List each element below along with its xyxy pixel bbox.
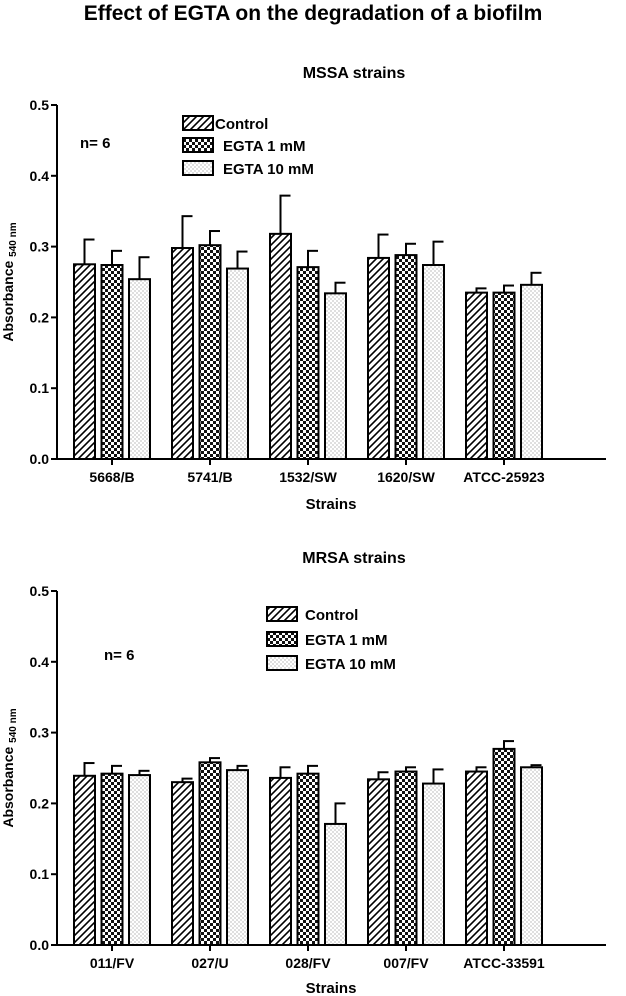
sample-size-annotation: n= 6 bbox=[104, 647, 134, 664]
legend-label: Control bbox=[305, 607, 358, 624]
y-tick-label: 0.2 bbox=[30, 309, 50, 325]
y-tick-label: 0.4 bbox=[30, 168, 50, 184]
bar bbox=[269, 776, 292, 946]
x-tick-label: 5741/B bbox=[187, 469, 232, 485]
y-tick-label: 0.0 bbox=[30, 937, 50, 953]
y-tick-label: 0.3 bbox=[30, 239, 50, 255]
y-tick-label: 0.2 bbox=[30, 795, 50, 811]
x-tick-label: ATCC-25923 bbox=[463, 469, 545, 485]
y-tick-label: 0.0 bbox=[30, 451, 50, 467]
y-tick-label: 0.3 bbox=[30, 725, 50, 741]
y-tick-label: 0.1 bbox=[30, 866, 50, 882]
bar bbox=[226, 267, 249, 460]
bar bbox=[226, 769, 249, 946]
x-tick-label: 028/FV bbox=[285, 955, 331, 971]
legend-label: Control bbox=[215, 116, 268, 133]
bar bbox=[128, 278, 151, 460]
legend: Control EGTA 1 mM EGTA 10 mM bbox=[182, 115, 314, 178]
x-tick-label: 011/FV bbox=[90, 955, 135, 971]
bar bbox=[422, 782, 445, 946]
chart-title: MSSA strains bbox=[303, 65, 406, 82]
x-tick-label: 1620/SW bbox=[377, 469, 435, 485]
bar bbox=[198, 761, 222, 946]
bar bbox=[520, 766, 543, 946]
x-tick-label: ATCC-33591 bbox=[463, 955, 545, 971]
y-tick-label: 0.5 bbox=[30, 583, 50, 599]
y-axis-title: Absorbance 540 nm bbox=[0, 708, 19, 827]
page-title: Effect of EGTA on the degradation of a b… bbox=[83, 2, 543, 25]
legend-label: EGTA 10 mM bbox=[223, 161, 314, 178]
sample-size-annotation: n= 6 bbox=[80, 135, 110, 152]
bar bbox=[100, 264, 124, 460]
bar bbox=[492, 291, 516, 460]
legend-swatch bbox=[266, 631, 298, 647]
mrsa-chart: MRSA strains n= 6 Absorbance 540 nm 0.0 0.1 0… bbox=[0, 550, 606, 996]
bar bbox=[171, 781, 194, 946]
y-tick-label: 0.4 bbox=[30, 654, 50, 670]
bar bbox=[100, 772, 124, 946]
bar bbox=[296, 266, 320, 460]
legend-label: EGTA 10 mM bbox=[305, 656, 396, 673]
bar bbox=[171, 247, 194, 460]
bar bbox=[128, 774, 151, 946]
x-tick-label: 007/FV bbox=[383, 955, 429, 971]
chart-title: MRSA strains bbox=[302, 550, 406, 567]
y-tick-label: 0.1 bbox=[30, 380, 50, 396]
bar bbox=[394, 254, 418, 460]
x-axis-title: Strains bbox=[306, 496, 357, 512]
bar bbox=[324, 292, 347, 460]
bar bbox=[492, 747, 516, 946]
y-tick-label: 0.5 bbox=[30, 97, 50, 113]
bar bbox=[394, 770, 418, 946]
bar bbox=[422, 264, 445, 460]
legend-label: EGTA 1 mM bbox=[223, 138, 306, 155]
bar bbox=[465, 291, 488, 460]
legend-swatch bbox=[182, 160, 214, 176]
bar bbox=[198, 244, 222, 460]
mssa-chart: MSSA strains n= 6 Absorbance 540 nm 0.0 0.1 0… bbox=[0, 65, 606, 512]
legend-label: EGTA 1 mM bbox=[305, 632, 388, 649]
bar bbox=[367, 256, 390, 460]
legend-swatch bbox=[266, 655, 298, 671]
legend: Control EGTA 1 mM EGTA 10 mM bbox=[266, 606, 396, 673]
x-tick-label: 5668/B bbox=[89, 469, 134, 485]
legend-swatch bbox=[182, 115, 214, 131]
legend-swatch bbox=[182, 137, 214, 153]
x-tick-label: 1532/SW bbox=[279, 469, 337, 485]
y-axis-title: Absorbance 540 nm bbox=[0, 222, 19, 341]
bar bbox=[73, 774, 96, 946]
bar bbox=[269, 232, 292, 460]
bar bbox=[73, 263, 96, 460]
bar bbox=[465, 770, 488, 946]
bar bbox=[520, 283, 543, 460]
x-axis-title: Strains bbox=[306, 980, 357, 996]
bar bbox=[367, 778, 390, 946]
bar bbox=[324, 822, 347, 947]
x-tick-label: 027/U bbox=[191, 955, 228, 971]
legend-swatch bbox=[266, 606, 298, 622]
bar bbox=[296, 772, 320, 946]
